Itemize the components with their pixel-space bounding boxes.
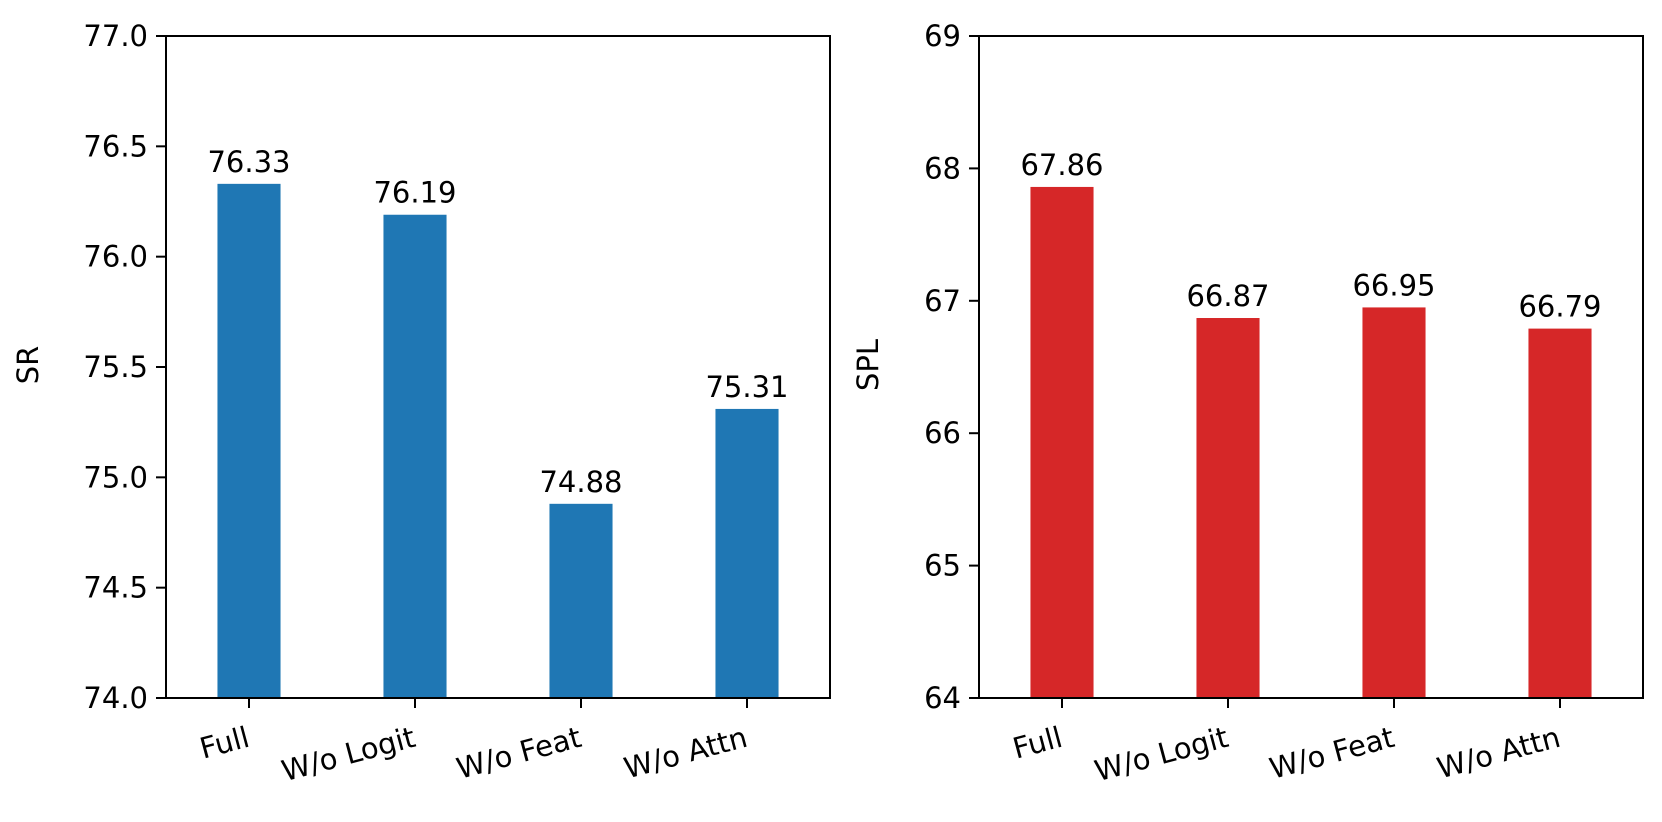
- spl-x-tick-label: Full: [1009, 720, 1066, 766]
- spl-y-tick-label: 69: [924, 19, 961, 53]
- sr-y-tick-label: 75.5: [83, 350, 148, 384]
- sr-y-tick-label: 76.0: [83, 240, 148, 274]
- spl-bar: [1030, 186, 1094, 698]
- spl-x-tick-label: W/o Attn: [1433, 720, 1563, 785]
- spl-plot-frame: [978, 35, 1644, 699]
- spl-x-tick-label: W/o Feat: [1266, 720, 1398, 786]
- sr-value-label: 74.88: [539, 465, 622, 499]
- spl-y-axis-label: SPL: [851, 339, 885, 391]
- sr-y-axis-label: SR: [11, 346, 45, 385]
- spl-value-label: 67.86: [1020, 148, 1103, 182]
- spl-y-tick-label: 67: [924, 284, 961, 318]
- sr-y-tick-label: 77.0: [83, 19, 148, 53]
- spl-bar: [1528, 328, 1592, 698]
- sr-x-tick-label: W/o Logit: [278, 720, 419, 788]
- sr-bar: [549, 503, 613, 698]
- spl-bar-chart: SPL 67.86 66.87 66.95 66.79 64 65 66 67 68 69 Full…: [851, 19, 1644, 788]
- sr-y-tick-label: 74.5: [83, 571, 148, 605]
- spl-x-tick-label: W/o Logit: [1091, 720, 1232, 788]
- spl-value-label: 66.87: [1186, 279, 1269, 313]
- sr-value-label: 75.31: [705, 370, 788, 404]
- spl-y-tick-label: 64: [924, 681, 961, 715]
- sr-x-tick-label: W/o Attn: [620, 720, 750, 785]
- sr-y-tick-label: 74.0: [83, 681, 148, 715]
- spl-bar: [1362, 307, 1426, 698]
- sr-x-tick-label: Full: [196, 720, 253, 766]
- spl-value-label: 66.95: [1352, 268, 1435, 302]
- sr-x-tick-label: W/o Feat: [453, 720, 585, 786]
- sr-bar: [715, 408, 779, 698]
- sr-value-label: 76.33: [207, 145, 290, 179]
- sr-y-tick-label: 76.5: [83, 129, 148, 163]
- spl-bar: [1196, 318, 1260, 698]
- spl-y-tick-label: 68: [924, 151, 961, 185]
- spl-value-label: 66.79: [1518, 290, 1601, 324]
- sr-y-tick-label: 75.0: [83, 460, 148, 494]
- sr-bar: [383, 214, 447, 699]
- sr-bar-chart: SR 76.33 76.19 74.88 75.31 74.0 74.5 75.0 75.5 7…: [11, 19, 831, 788]
- sr-bar: [217, 183, 281, 698]
- spl-y-tick-label: 65: [924, 549, 961, 583]
- spl-y-tick-label: 66: [924, 416, 961, 450]
- sr-value-label: 76.19: [373, 176, 456, 210]
